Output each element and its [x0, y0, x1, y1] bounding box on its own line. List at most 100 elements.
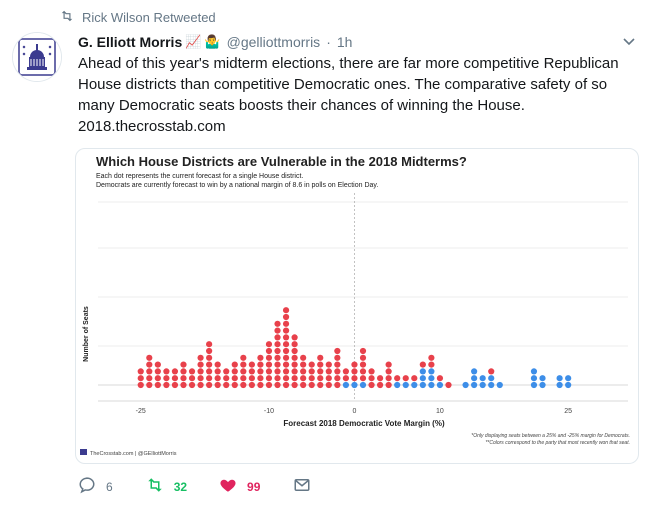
district-dot-republican — [291, 375, 298, 382]
district-dot-democratic — [496, 381, 503, 389]
district-dot-republican — [282, 327, 290, 334]
district-dot-republican — [317, 381, 324, 389]
district-dot-democratic — [411, 381, 418, 389]
district-dot-republican — [231, 368, 238, 375]
x-axis-label: Forecast 2018 Democratic Vote Margin (%) — [283, 419, 445, 428]
district-dot-republican — [206, 347, 213, 355]
author-name[interactable]: G. Elliott Morris — [78, 34, 183, 50]
district-dot-democratic — [419, 381, 426, 389]
district-dot-republican — [146, 361, 153, 368]
district-dot-republican — [171, 368, 179, 375]
tweet-media[interactable]: Which House Districts are Vulnerable in … — [75, 148, 639, 464]
district-dot-republican — [197, 375, 204, 382]
district-dot-republican — [291, 354, 298, 361]
district-dot-republican — [376, 381, 384, 389]
retweet-icon — [60, 9, 74, 26]
district-dot-republican — [351, 375, 358, 382]
district-dot-republican — [223, 381, 230, 389]
district-dot-republican — [231, 361, 238, 368]
chart-note-line-1: *Only displaying seats between a 25% and… — [471, 433, 630, 439]
district-dot-republican — [240, 375, 247, 382]
district-dot-republican — [154, 375, 161, 382]
district-dot-democratic — [488, 375, 495, 382]
like-button[interactable]: 99 — [219, 476, 260, 497]
district-dot-republican — [334, 375, 341, 382]
district-dot-democratic — [539, 381, 546, 389]
district-dot-republican — [282, 313, 290, 321]
district-dot-republican — [351, 368, 358, 375]
district-dot-republican — [428, 361, 435, 368]
district-dot-republican — [257, 381, 264, 389]
district-dot-republican — [274, 354, 281, 361]
district-dot-republican — [137, 375, 144, 382]
district-dot-democratic — [539, 375, 546, 382]
district-dot-republican — [342, 368, 350, 375]
retweet-banner-text: Rick Wilson Retweeted — [82, 10, 216, 25]
direct-message-button[interactable] — [293, 476, 311, 497]
district-dot-republican — [282, 354, 290, 361]
tweet-body: Ahead of this year's midterm elections, … — [78, 55, 619, 114]
district-dot-republican — [248, 368, 255, 375]
y-axis-label: Number of Seats — [83, 306, 90, 362]
district-dot-republican — [282, 341, 290, 348]
retweet-button[interactable]: 32 — [146, 476, 187, 497]
district-dot-republican — [180, 381, 187, 389]
district-dot-republican — [240, 361, 247, 368]
district-dot-democratic — [428, 375, 435, 382]
retweet-banner[interactable]: Rick Wilson Retweeted — [60, 9, 216, 26]
district-dot-republican — [274, 327, 281, 334]
district-dot-republican — [265, 354, 273, 361]
district-dot-republican — [282, 307, 290, 314]
avatar[interactable] — [12, 32, 62, 82]
district-dot-republican — [317, 354, 324, 361]
district-dot-democratic — [471, 375, 478, 382]
tweet-time[interactable]: 1h — [336, 34, 353, 50]
district-dot-republican — [274, 347, 281, 355]
district-dot-democratic — [419, 375, 426, 382]
district-dot-democratic — [556, 381, 563, 389]
district-dot-republican — [385, 368, 392, 375]
chevron-down-icon[interactable] — [622, 34, 636, 48]
district-dot-republican — [274, 341, 281, 348]
district-dot-republican — [428, 354, 435, 361]
district-dot-republican — [385, 381, 392, 389]
district-dot-republican — [197, 368, 204, 375]
chart-source: TheCrosstab.com | @GElliottMorris — [90, 451, 177, 457]
district-dot-republican — [291, 341, 298, 348]
district-dot-republican — [419, 361, 426, 368]
district-dot-republican — [274, 368, 281, 375]
x-tick-label: 0 — [352, 408, 356, 415]
district-dot-democratic — [530, 368, 538, 375]
district-dot-republican — [308, 361, 315, 368]
chart-title: Which House Districts are Vulnerable in … — [96, 154, 467, 169]
district-dot-republican — [146, 381, 153, 389]
chart-subtitle-line-1: Each dot represents the current forecast… — [96, 173, 303, 180]
district-dot-republican — [223, 368, 230, 375]
district-dot-republican — [206, 368, 213, 375]
tweet-link[interactable]: 2018.thecrosstab.com — [78, 118, 226, 135]
reply-button[interactable]: 6 — [78, 476, 113, 497]
district-dot-republican — [342, 375, 350, 382]
retweet-count: 32 — [173, 479, 188, 494]
district-dot-democratic — [565, 375, 572, 382]
district-dot-republican — [282, 347, 290, 355]
district-dot-democratic — [488, 381, 495, 389]
district-dot-democratic — [402, 381, 409, 389]
tweet-actions: 6 32 99 — [78, 476, 311, 497]
district-dot-republican — [257, 375, 264, 382]
district-dot-republican — [274, 375, 281, 382]
district-dot-democratic — [556, 375, 563, 382]
district-dot-republican — [163, 381, 170, 389]
district-dot-democratic — [436, 381, 444, 389]
district-dot-republican — [300, 354, 307, 361]
chart-note-line-2: **Colors correspond to the party that mo… — [485, 440, 630, 446]
district-dot-republican — [257, 354, 264, 361]
district-dot-republican — [308, 375, 315, 382]
district-dot-republican — [274, 381, 281, 389]
district-dot-republican — [368, 381, 375, 389]
district-dot-republican — [411, 375, 418, 382]
district-dot-republican — [180, 361, 187, 368]
author-handle[interactable]: @gelliottmorris — [226, 34, 321, 50]
envelope-icon — [293, 476, 311, 497]
x-tick-label: 25 — [564, 408, 572, 415]
